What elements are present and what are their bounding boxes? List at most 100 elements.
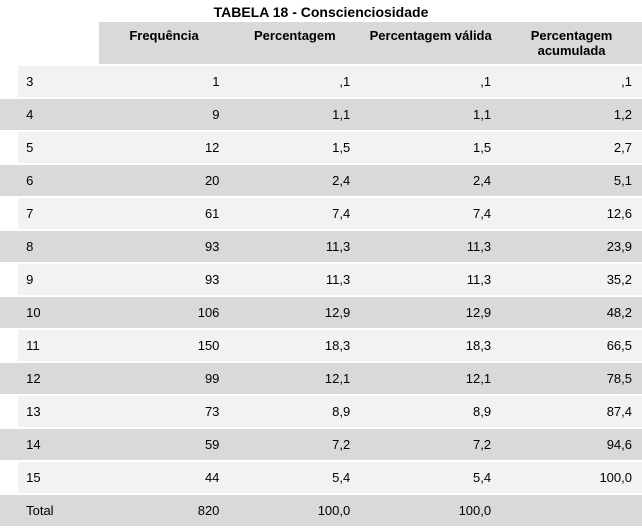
table-container: TABELA 18 - Conscienciosidade Frequência…: [0, 0, 642, 528]
cell-freq: 93: [99, 230, 230, 263]
cell-freq: 1: [99, 65, 230, 98]
row-stub: [0, 98, 18, 131]
cell-perc-valida: 12,1: [360, 362, 501, 395]
col-header-perc-valida: Percentagem válida: [360, 22, 501, 65]
row-category: 4: [18, 98, 99, 131]
cell-freq: 73: [99, 395, 230, 428]
row-category: 9: [18, 263, 99, 296]
cell-perc-valida: ,1: [360, 65, 501, 98]
cell-freq: 820: [99, 494, 230, 527]
cell-perc: 100,0: [229, 494, 360, 527]
table-row: 3 1 ,1 ,1 ,1: [0, 65, 642, 98]
cell-perc: 12,1: [229, 362, 360, 395]
cell-perc: 12,9: [229, 296, 360, 329]
cell-perc: 7,4: [229, 197, 360, 230]
cell-perc-acum: 66,5: [501, 329, 642, 362]
table-title: TABELA 18 - Conscienciosidade: [0, 0, 642, 22]
cell-perc-acum: 5,1: [501, 164, 642, 197]
row-stub: [0, 263, 18, 296]
cell-freq: 106: [99, 296, 230, 329]
cell-perc: 7,2: [229, 428, 360, 461]
cell-freq: 59: [99, 428, 230, 461]
cell-perc: ,1: [229, 65, 360, 98]
table-row: 13 73 8,9 8,9 87,4: [0, 395, 642, 428]
cell-perc: 11,3: [229, 230, 360, 263]
table-row: 12 99 12,1 12,1 78,5: [0, 362, 642, 395]
table-row: 15 44 5,4 5,4 100,0: [0, 461, 642, 494]
row-category: 14: [18, 428, 99, 461]
cell-perc-valida: 7,4: [360, 197, 501, 230]
cell-freq: 150: [99, 329, 230, 362]
cell-freq: 61: [99, 197, 230, 230]
cell-perc: 1,5: [229, 131, 360, 164]
table-row: 10 106 12,9 12,9 48,2: [0, 296, 642, 329]
cell-perc-valida: 5,4: [360, 461, 501, 494]
cell-perc-acum: 35,2: [501, 263, 642, 296]
table-row: 5 12 1,5 1,5 2,7: [0, 131, 642, 164]
cell-perc-acum: 12,6: [501, 197, 642, 230]
row-stub: [0, 197, 18, 230]
row-stub: [0, 362, 18, 395]
row-stub: [0, 461, 18, 494]
col-header-perc-acum: Percentagem acumulada: [501, 22, 642, 65]
cell-perc: 11,3: [229, 263, 360, 296]
cell-perc-acum: 94,6: [501, 428, 642, 461]
cell-perc-valida: 1,5: [360, 131, 501, 164]
row-stub: [0, 329, 18, 362]
row-category: 3: [18, 65, 99, 98]
cell-perc-acum: 87,4: [501, 395, 642, 428]
cell-freq: 93: [99, 263, 230, 296]
col-header-frequencia: Frequência: [99, 22, 230, 65]
cell-perc-valida: 8,9: [360, 395, 501, 428]
row-category: 15: [18, 461, 99, 494]
cell-perc-acum: [501, 494, 642, 527]
cell-perc-valida: 12,9: [360, 296, 501, 329]
cell-perc-acum: 23,9: [501, 230, 642, 263]
cell-perc: 1,1: [229, 98, 360, 131]
table-row: 9 93 11,3 11,3 35,2: [0, 263, 642, 296]
cell-perc-valida: 2,4: [360, 164, 501, 197]
col-header-percentagem: Percentagem: [229, 22, 360, 65]
row-stub: [0, 131, 18, 164]
cell-perc: 18,3: [229, 329, 360, 362]
cell-freq: 20: [99, 164, 230, 197]
header-corner-cat: [18, 22, 99, 65]
table-row: 14 59 7,2 7,2 94,6: [0, 428, 642, 461]
cell-perc-valida: 11,3: [360, 263, 501, 296]
row-category: 7: [18, 197, 99, 230]
row-stub: [0, 428, 18, 461]
cell-perc-acum: 1,2: [501, 98, 642, 131]
row-stub: [0, 296, 18, 329]
cell-perc-acum: ,1: [501, 65, 642, 98]
table-row: Total 820 100,0 100,0: [0, 494, 642, 527]
row-category: 6: [18, 164, 99, 197]
row-stub: [0, 494, 18, 527]
row-stub: [0, 65, 18, 98]
cell-freq: 9: [99, 98, 230, 131]
cell-perc-valida: 1,1: [360, 98, 501, 131]
cell-freq: 44: [99, 461, 230, 494]
cell-perc-valida: 18,3: [360, 329, 501, 362]
cell-perc-acum: 78,5: [501, 362, 642, 395]
table-row: 8 93 11,3 11,3 23,9: [0, 230, 642, 263]
data-table: Frequência Percentagem Percentagem válid…: [0, 22, 642, 528]
cell-perc: 8,9: [229, 395, 360, 428]
cell-perc-acum: 100,0: [501, 461, 642, 494]
table-row: 11 150 18,3 18,3 66,5: [0, 329, 642, 362]
cell-freq: 99: [99, 362, 230, 395]
cell-perc-acum: 2,7: [501, 131, 642, 164]
row-category: 13: [18, 395, 99, 428]
cell-perc-acum: 48,2: [501, 296, 642, 329]
header-corner-stub: [0, 22, 18, 65]
table-row: 7 61 7,4 7,4 12,6: [0, 197, 642, 230]
table-row: 4 9 1,1 1,1 1,2: [0, 98, 642, 131]
row-stub: [0, 164, 18, 197]
row-category: 12: [18, 362, 99, 395]
cell-freq: 12: [99, 131, 230, 164]
row-category: 5: [18, 131, 99, 164]
table-row: 6 20 2,4 2,4 5,1: [0, 164, 642, 197]
header-row: Frequência Percentagem Percentagem válid…: [0, 22, 642, 65]
row-stub: [0, 230, 18, 263]
cell-perc-valida: 100,0: [360, 494, 501, 527]
row-stub: [0, 395, 18, 428]
